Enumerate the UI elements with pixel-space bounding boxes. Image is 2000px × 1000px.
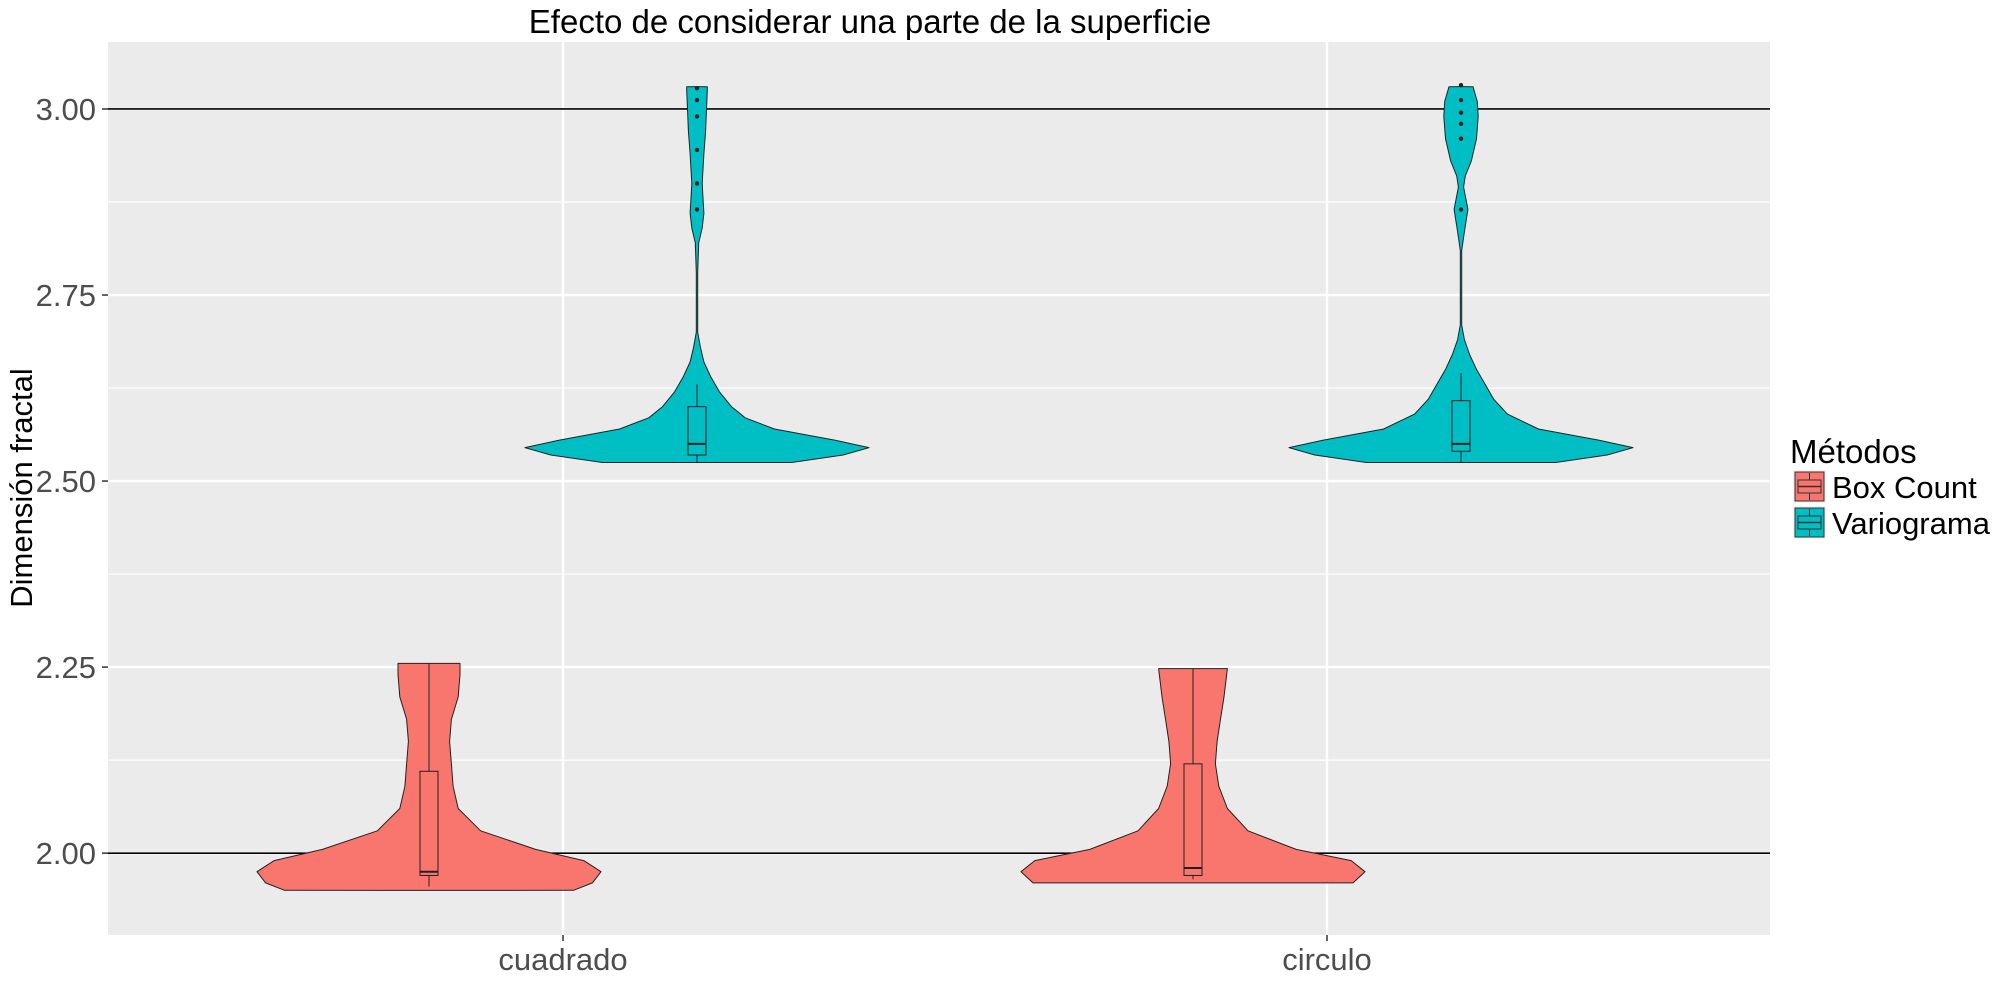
y-tick-label: 2.25 — [36, 650, 96, 685]
legend-label: Box Count — [1832, 470, 1977, 505]
boxplot-box — [1451, 400, 1471, 452]
violins — [256, 82, 1634, 891]
outlier-point — [1458, 97, 1464, 103]
boxplot-box — [1183, 763, 1203, 876]
outlier-point — [694, 97, 700, 103]
chart-title: Efecto de considerar una parte de la sup… — [529, 3, 1211, 40]
boxplot-box — [687, 406, 707, 456]
y-tick-label: 2.50 — [36, 464, 96, 499]
outlier-point — [694, 147, 700, 153]
y-tick-label: 2.75 — [36, 278, 96, 313]
outlier-point — [694, 114, 700, 119]
x-axis: cuadrado circulo — [498, 935, 1372, 977]
outlier-point — [1458, 121, 1464, 127]
legend-label: Variograma — [1832, 506, 1991, 541]
outlier-point — [694, 207, 700, 212]
outlier-point — [1458, 207, 1464, 212]
y-axis: 2.00 2.25 2.50 2.75 3.00 — [36, 92, 108, 871]
x-tick-label: cuadrado — [498, 942, 627, 977]
y-axis-title: Dimensión fractal — [4, 368, 39, 607]
outlier-point — [1458, 110, 1464, 115]
x-tick-label: circulo — [1282, 942, 1372, 977]
boxplot-box — [419, 770, 439, 876]
outlier-point — [694, 181, 700, 186]
plot-panel — [108, 42, 1770, 935]
legend-title: Métodos — [1790, 433, 1917, 470]
outlier-point — [1458, 136, 1464, 141]
outlier-point — [1458, 82, 1464, 88]
outlier-point — [694, 85, 700, 91]
y-tick-label: 2.00 — [36, 836, 96, 871]
y-tick-label: 3.00 — [36, 92, 96, 127]
